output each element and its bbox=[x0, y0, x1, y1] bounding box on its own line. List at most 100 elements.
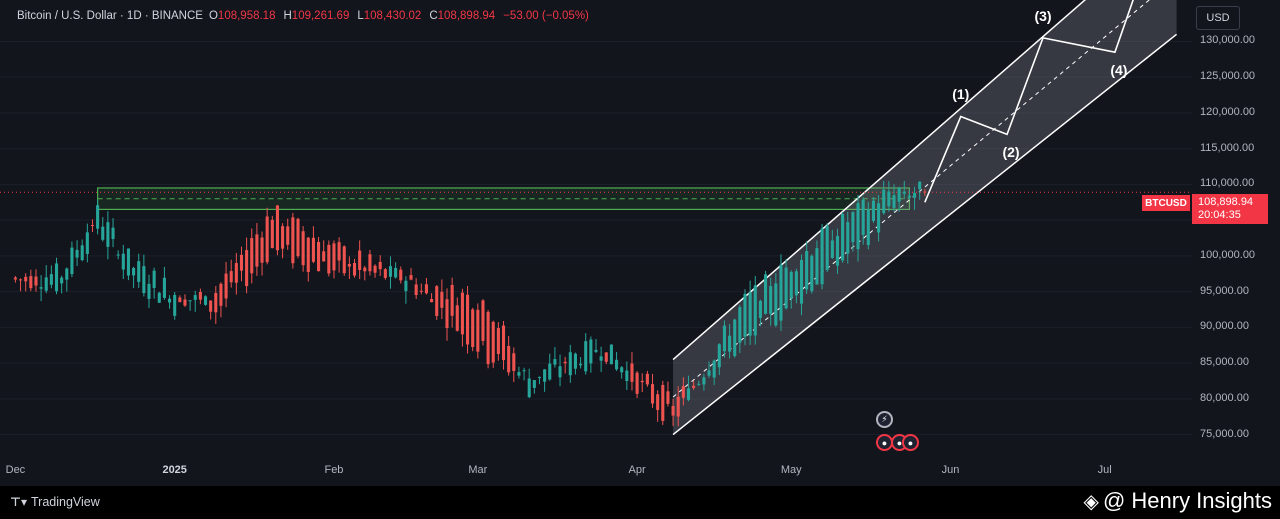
candle-body[interactable] bbox=[90, 225, 95, 227]
candle-body[interactable] bbox=[121, 253, 125, 270]
candle-body[interactable] bbox=[764, 274, 768, 314]
candle-body[interactable] bbox=[923, 191, 927, 193]
candle-body[interactable] bbox=[13, 277, 17, 280]
candle-body[interactable] bbox=[183, 299, 187, 306]
candle-body[interactable] bbox=[810, 255, 814, 292]
candle-body[interactable] bbox=[337, 242, 341, 261]
candle-body[interactable] bbox=[579, 363, 583, 366]
candle-body[interactable] bbox=[645, 373, 649, 385]
candle-body[interactable] bbox=[435, 286, 439, 316]
candle-body[interactable] bbox=[743, 293, 747, 337]
candle-body[interactable] bbox=[537, 376, 542, 378]
currency-button[interactable]: USD bbox=[1196, 6, 1240, 30]
candle-body[interactable] bbox=[296, 218, 300, 257]
candle-body[interactable] bbox=[712, 360, 716, 378]
lightning-event-icon[interactable]: ⚡ bbox=[876, 411, 893, 428]
candle-body[interactable] bbox=[322, 251, 326, 262]
candle-body[interactable] bbox=[476, 309, 480, 352]
candle-body[interactable] bbox=[815, 248, 819, 285]
candle-body[interactable] bbox=[378, 261, 382, 270]
candle-body[interactable] bbox=[147, 283, 151, 299]
candle-body[interactable] bbox=[111, 227, 115, 239]
candle-body[interactable] bbox=[861, 199, 865, 236]
candle-body[interactable] bbox=[399, 269, 403, 281]
candle-body[interactable] bbox=[270, 219, 274, 249]
candle-body[interactable] bbox=[255, 234, 259, 267]
candle-body[interactable] bbox=[281, 226, 285, 249]
candle-body[interactable] bbox=[558, 366, 562, 378]
candle-body[interactable] bbox=[481, 300, 485, 341]
candle-body[interactable] bbox=[841, 214, 845, 261]
candle-body[interactable] bbox=[455, 305, 459, 331]
candle-body[interactable] bbox=[907, 195, 911, 198]
candle-body[interactable] bbox=[460, 292, 464, 335]
candle-body[interactable] bbox=[512, 353, 516, 371]
candle-body[interactable] bbox=[830, 240, 834, 258]
candle-body[interactable] bbox=[532, 380, 536, 388]
candle-body[interactable] bbox=[553, 359, 557, 365]
candle-body[interactable] bbox=[358, 250, 362, 270]
candle-body[interactable] bbox=[383, 269, 387, 278]
candle-body[interactable] bbox=[897, 187, 901, 202]
candle-body[interactable] bbox=[563, 361, 567, 364]
candle-body[interactable] bbox=[697, 383, 701, 385]
candle-body[interactable] bbox=[625, 370, 629, 381]
candle-body[interactable] bbox=[738, 307, 742, 343]
candle-body[interactable] bbox=[676, 396, 680, 417]
candle-body[interactable] bbox=[224, 273, 228, 299]
candle-body[interactable] bbox=[882, 189, 886, 214]
candle-body[interactable] bbox=[137, 261, 141, 282]
wave-projection-path[interactable] bbox=[924, 0, 1156, 203]
candle-body[interactable] bbox=[866, 209, 870, 246]
candle-body[interactable] bbox=[527, 378, 531, 398]
candle-body[interactable] bbox=[188, 300, 192, 302]
candle-body[interactable] bbox=[491, 321, 495, 363]
candle-body[interactable] bbox=[388, 266, 393, 277]
candle-body[interactable] bbox=[39, 287, 43, 289]
candle-body[interactable] bbox=[466, 294, 470, 345]
candle-body[interactable] bbox=[342, 246, 346, 274]
candle-body[interactable] bbox=[198, 292, 202, 300]
candle-body[interactable] bbox=[671, 405, 675, 416]
candle-body[interactable] bbox=[80, 245, 84, 261]
candle-body[interactable] bbox=[686, 388, 691, 400]
candle-body[interactable] bbox=[214, 292, 218, 313]
candle-body[interactable] bbox=[178, 297, 182, 303]
candle-body[interactable] bbox=[301, 231, 305, 266]
price-axis[interactable]: 130,000.00 125,000.00 120,000.00 115,000.00… bbox=[1192, 0, 1280, 486]
candle-body[interactable] bbox=[126, 248, 130, 276]
candle-body[interactable] bbox=[877, 203, 881, 233]
candle-body[interactable] bbox=[49, 274, 53, 285]
candle-body[interactable] bbox=[106, 222, 110, 247]
candle-body[interactable] bbox=[661, 384, 665, 421]
candle-body[interactable] bbox=[573, 353, 577, 369]
candle-body[interactable] bbox=[548, 363, 552, 380]
candle-body[interactable] bbox=[594, 349, 598, 352]
candle-body[interactable] bbox=[193, 295, 197, 300]
candle-body[interactable] bbox=[620, 367, 624, 373]
candle-body[interactable] bbox=[753, 285, 757, 336]
candle-body[interactable] bbox=[363, 267, 367, 272]
candle-body[interactable] bbox=[306, 237, 310, 273]
candle-body[interactable] bbox=[584, 341, 588, 372]
candle-body[interactable] bbox=[820, 228, 824, 285]
candle-body[interactable] bbox=[702, 377, 706, 385]
plot-area[interactable] bbox=[0, 0, 1192, 486]
candle-body[interactable] bbox=[846, 222, 850, 254]
candle-body[interactable] bbox=[892, 195, 896, 208]
candle-body[interactable] bbox=[29, 276, 33, 289]
candle-body[interactable] bbox=[265, 216, 269, 263]
candle-body[interactable] bbox=[774, 283, 778, 326]
candle-body[interactable] bbox=[789, 271, 793, 299]
candle-body[interactable] bbox=[599, 356, 603, 361]
candle-body[interactable] bbox=[162, 277, 166, 298]
candle-body[interactable] bbox=[332, 243, 336, 271]
candle-body[interactable] bbox=[65, 268, 69, 280]
candle-body[interactable] bbox=[856, 203, 860, 250]
candle-body[interactable] bbox=[666, 391, 670, 404]
candle-body[interactable] bbox=[347, 263, 351, 267]
candle-body[interactable] bbox=[19, 279, 23, 281]
candle-body[interactable] bbox=[260, 237, 264, 263]
candle-body[interactable] bbox=[44, 277, 48, 291]
candle-body[interactable] bbox=[168, 298, 172, 303]
